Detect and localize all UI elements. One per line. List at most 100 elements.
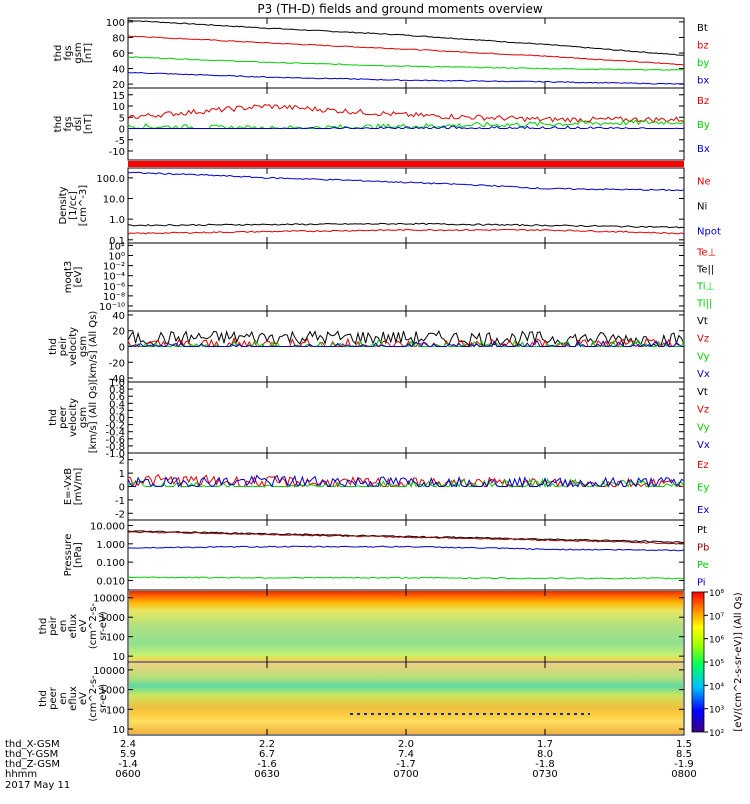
y-axis-label: gsm — [73, 42, 84, 63]
ephemeris-value: 1.5 — [676, 739, 692, 750]
series-line-pi — [127, 545, 685, 552]
series-line-ex — [127, 474, 685, 489]
ephemeris-value: 2.4 — [120, 739, 136, 750]
y-axis-label: peir — [58, 336, 69, 356]
y-tick-label: 10⁻² — [103, 262, 125, 273]
colorbar — [691, 591, 705, 733]
y-axis-label: thd — [53, 45, 64, 62]
legend-bx: bx — [697, 75, 709, 86]
ephemeris-value: 0730 — [532, 769, 557, 780]
ephemeris-row-label: thd_Y-GSM — [5, 749, 58, 760]
ephemeris-value: 6.7 — [259, 749, 275, 760]
legend-ex: Ex — [697, 505, 709, 516]
ephemeris: thd_X-GSM thd_Y-GSM thd_Z-GSM hhmm 2017 … — [5, 739, 70, 791]
panel-peir_spec: 10 100 1000 10000 thd peir en eflux eV (cm^2-s-sr… — [38, 590, 685, 663]
colorbar-tick-label: 10² — [709, 729, 724, 739]
legend-by: by — [697, 58, 709, 69]
legend-bt: Bt — [697, 23, 708, 34]
y-tick-label: 0 — [119, 343, 125, 354]
y-axis-label: sr-eV) — [98, 684, 109, 713]
series-line-bx — [128, 125, 685, 130]
y-tick-label: 100 — [106, 633, 125, 644]
y-tick-label: 2 — [119, 456, 125, 467]
y-axis-label: (cm^2-s- — [88, 602, 99, 649]
legend-ez: Ez — [697, 460, 709, 471]
colorbar-tick-label: 10⁶ — [709, 636, 724, 646]
y-tick-label: 10 — [112, 652, 125, 663]
y-axis-label: thd — [53, 116, 64, 133]
series-line-vt — [127, 329, 685, 348]
ephemeris-row-label: thd_X-GSM — [5, 739, 60, 750]
y-axis-label: [1/cc] — [68, 191, 79, 220]
legend-ne: Ne — [697, 177, 711, 188]
y-tick-label: 10.000 — [90, 522, 125, 533]
y-tick-label: 10⁻⁸ — [103, 292, 125, 303]
series-line-ne — [127, 228, 685, 235]
y-axis-label: [nT] — [83, 114, 94, 134]
series-line-by — [127, 56, 685, 71]
ephemeris-value: 0600 — [115, 769, 140, 780]
legend-vz: Vz — [697, 405, 709, 416]
y-axis-label: gsm — [78, 336, 89, 357]
panel-fgs-gsm-frame — [127, 17, 685, 89]
y-axis-label: E=-VxB — [63, 468, 74, 505]
series-line-npot — [127, 171, 685, 192]
series-line-pt — [127, 530, 685, 544]
y-axis-label: [km/s] (All Qs) — [88, 311, 99, 383]
ephemeris-value: 2.0 — [398, 739, 414, 750]
colorbar-ticks: 10² 10³ 10⁴ 10⁵ 10⁶ 10⁷ 10⁸ — [704, 589, 724, 739]
legend-pi: Pi — [697, 577, 706, 588]
y-tick-label: -2 — [115, 509, 125, 520]
y-tick-label: 1000 — [100, 686, 125, 697]
ephemeris-value: 5.9 — [120, 749, 136, 760]
y-axis-label: (cm^2-s- — [88, 675, 99, 722]
series-line-ey — [127, 477, 685, 489]
y-tick-label: -0.8 — [105, 442, 125, 453]
ephemeris-value: 0800 — [671, 769, 696, 780]
y-tick-label: 0.1 — [109, 236, 125, 247]
y-tick-label: -20 — [109, 358, 125, 369]
legend-pt: Pt — [697, 525, 707, 536]
y-axis-label: [eV] — [73, 267, 84, 288]
y-tick-label: 10 — [112, 725, 125, 736]
y-tick-label: 15 — [112, 91, 125, 102]
legend-ni: Ni — [697, 202, 707, 213]
colorbar-tick-label: 10³ — [709, 706, 724, 716]
y-tick-label: 20 — [112, 80, 125, 91]
legend-te⊥: Te⊥ — [696, 248, 716, 259]
y-tick-label: 0.6 — [109, 392, 125, 403]
legend-pe: Pe — [697, 560, 709, 571]
y-axis-label: moqt3 — [63, 261, 74, 294]
legend-npot: Npot — [697, 227, 721, 238]
y-tick-label: 0 — [119, 125, 125, 136]
y-tick-label: 1.0 — [109, 215, 125, 226]
y-axis-label: Pressure — [63, 534, 74, 577]
panel-peer-velocity-frame — [127, 381, 685, 454]
legend-by: By — [697, 120, 710, 131]
y-axis-label: thd — [48, 409, 59, 426]
y-axis-label: thd — [38, 618, 49, 635]
legend-bz: bz — [697, 40, 709, 51]
y-tick-label: 80 — [112, 33, 125, 44]
y-tick-label: -0.2 — [105, 421, 125, 432]
legend-vy: Vy — [697, 351, 710, 362]
ephemeris-value: 8.5 — [676, 749, 692, 760]
y-axis-label: sr-eV) — [98, 611, 109, 640]
series-line-pb — [127, 531, 685, 545]
colorbar-tick-label: 10⁴ — [709, 682, 724, 692]
y-axis-label: gsm — [78, 407, 89, 428]
legend-pb: Pb — [697, 542, 709, 553]
legend-ti||: Ti|| — [696, 299, 712, 310]
y-tick-label: -0.4 — [105, 428, 125, 439]
y-tick-label: 100 — [106, 705, 125, 716]
y-tick-label: 0.2 — [109, 406, 125, 417]
ephemeris-value: 0700 — [393, 769, 418, 780]
panel-fgs-dsl-frame — [127, 87, 685, 161]
y-tick-label: 1.000 — [96, 540, 125, 551]
ephemeris-value: 8.0 — [537, 749, 553, 760]
y-tick-label: 40 — [112, 65, 125, 76]
y-tick-label: 20 — [112, 327, 125, 338]
y-axis-label: en — [58, 692, 69, 705]
